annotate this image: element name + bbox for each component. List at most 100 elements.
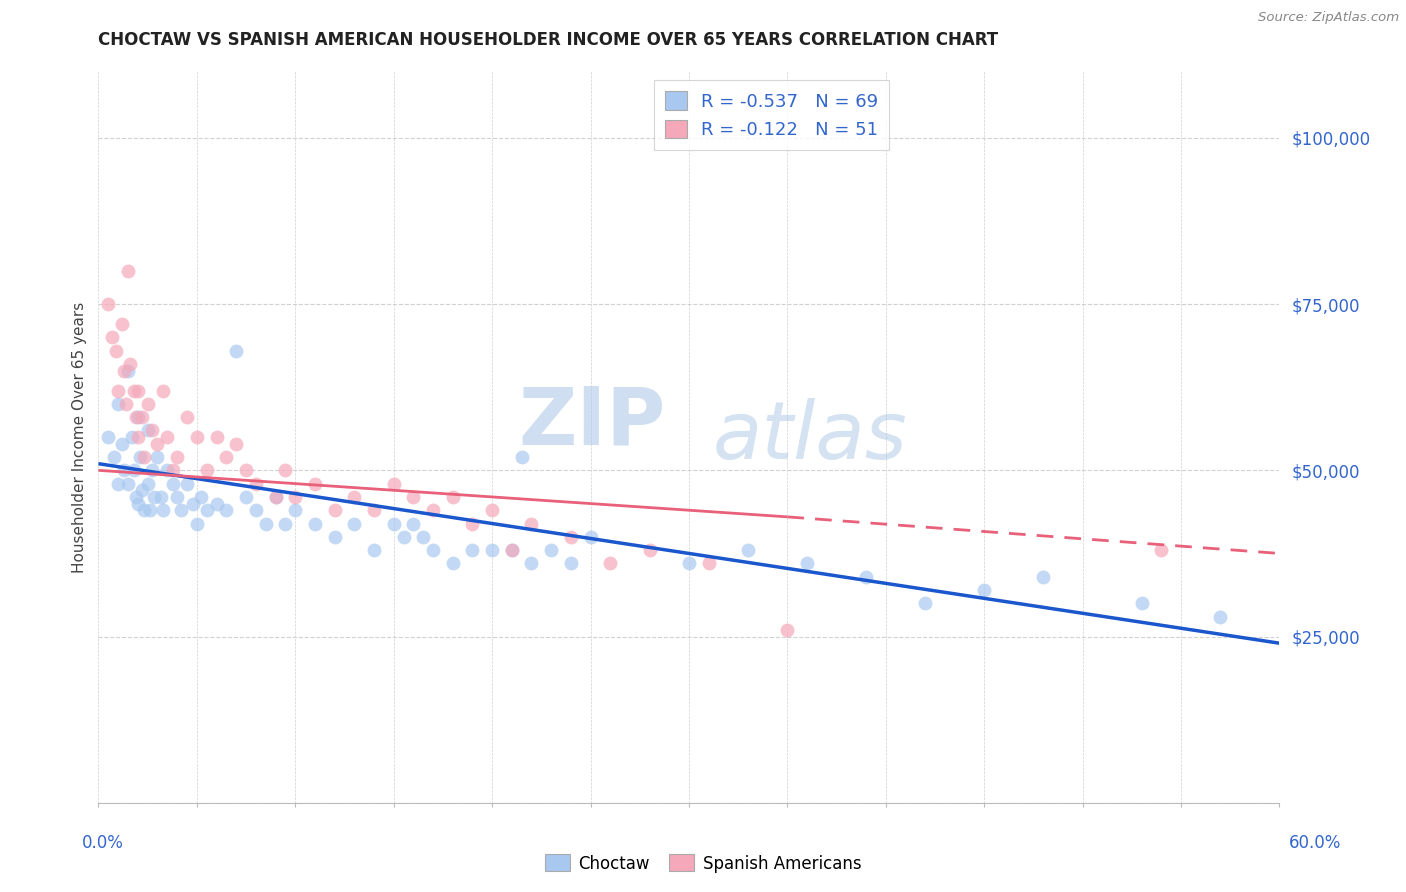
Point [141,424,163,438]
Point [323,503,346,517]
Point [776,623,799,637]
Point [105,343,128,358]
Point [245,476,267,491]
Point [973,582,995,597]
Point [264,490,287,504]
Point [363,543,385,558]
Point [112,463,135,477]
Point [117,476,139,491]
Point [501,543,523,558]
Point [422,503,444,517]
Point [136,424,159,438]
Point [215,450,238,464]
Point [186,516,208,531]
Point [323,530,346,544]
Point [382,476,405,491]
Point [127,497,149,511]
Point [132,450,155,464]
Point [914,596,936,610]
Point [520,516,543,531]
Point [127,384,149,398]
Point [97,297,120,311]
Point [195,463,218,477]
Point [117,264,139,278]
Point [560,557,582,571]
Point [131,483,153,498]
Point [138,503,160,517]
Point [235,490,257,504]
Point [111,317,134,331]
Point [1130,596,1153,610]
Point [215,503,238,517]
Point [520,557,543,571]
Point [284,490,307,504]
Point [176,410,198,425]
Point [122,384,145,398]
Point [125,410,148,425]
Text: Source: ZipAtlas.com: Source: ZipAtlas.com [1258,11,1399,24]
Point [412,530,434,544]
Text: atlas: atlas [713,398,907,476]
Point [162,476,184,491]
Point [121,430,143,444]
Point [122,463,145,477]
Point [136,397,159,411]
Point [101,330,124,344]
Point [1032,570,1054,584]
Text: 0.0%: 0.0% [82,834,124,852]
Point [115,397,138,411]
Point [1209,609,1232,624]
Point [103,450,125,464]
Point [441,490,464,504]
Point [382,516,405,531]
Point [422,543,444,558]
Point [181,497,204,511]
Point [141,463,163,477]
Point [579,530,602,544]
Point [128,450,150,464]
Point [225,343,247,358]
Point [176,476,198,491]
Point [264,490,287,504]
Point [274,463,297,477]
Point [638,543,661,558]
Point [402,490,425,504]
Point [146,436,169,450]
Point [461,543,484,558]
Point [97,430,120,444]
Text: CHOCTAW VS SPANISH AMERICAN HOUSEHOLDER INCOME OVER 65 YEARS CORRELATION CHART: CHOCTAW VS SPANISH AMERICAN HOUSEHOLDER … [98,31,998,49]
Point [481,543,503,558]
Point [166,490,188,504]
Text: ZIP: ZIP [517,384,665,461]
Point [127,430,149,444]
Point [152,503,174,517]
Point [107,384,129,398]
Point [304,476,326,491]
Point [142,490,165,504]
Point [107,397,129,411]
Point [107,476,129,491]
Point [195,503,218,517]
Point [156,430,179,444]
Point [156,463,179,477]
Point [146,450,169,464]
Point [190,490,212,504]
Text: 60.0%: 60.0% [1288,834,1341,852]
Point [343,490,366,504]
Point [235,463,257,477]
Point [441,557,464,571]
Point [274,516,297,531]
Point [117,363,139,377]
Point [162,463,184,477]
Point [402,516,425,531]
Point [855,570,877,584]
Point [481,503,503,517]
Point [127,410,149,425]
Point [363,503,385,517]
Point [225,436,247,450]
Point [112,363,135,377]
Point [131,410,153,425]
Point [170,503,193,517]
Point [118,357,141,371]
Point [150,490,173,504]
